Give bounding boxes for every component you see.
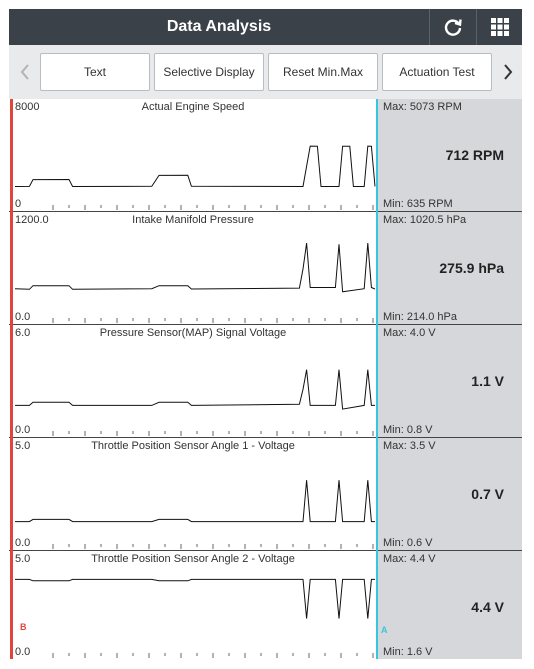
graph-title: Intake Manifold Pressure — [132, 214, 254, 226]
max-value: Max: 3.5 V — [383, 440, 436, 452]
header-bar: Data Analysis — [9, 9, 522, 45]
cursor-b-label: B — [20, 622, 27, 632]
min-value: Min: 0.8 V — [383, 424, 433, 436]
trace-plot — [15, 578, 375, 658]
trace-plot — [15, 480, 375, 549]
plot-area: Throttle Position Sensor Angle 2 - Volta… — [13, 551, 377, 659]
graph-panel-map-voltage[interactable]: Pressure Sensor(MAP) Signal Voltage 6.0 … — [9, 325, 522, 437]
text-button[interactable]: Text — [40, 53, 150, 91]
value-panel: Max: 4.0 V 1.1 V Min: 0.8 V — [377, 325, 522, 437]
graph-panel-tps1-voltage[interactable]: Throttle Position Sensor Angle 1 - Volta… — [9, 438, 522, 550]
refresh-icon — [444, 19, 462, 36]
max-value: Max: 5073 RPM — [383, 101, 462, 113]
chevron-left-icon — [20, 64, 29, 80]
min-value: Min: 635 RPM — [383, 198, 453, 210]
time-axis-ticks — [52, 318, 374, 323]
cursor-b-marker[interactable] — [10, 99, 13, 659]
min-value: Min: 214.0 hPa — [383, 311, 457, 323]
plot-area: Intake Manifold Pressure 1200.0 0.0 — [13, 212, 377, 324]
page-title: Data Analysis — [166, 18, 272, 35]
trace-plot — [15, 369, 375, 436]
graph-list[interactable]: Actual Engine Speed 8000 0 Max: 5073 RPM… — [9, 99, 522, 659]
trace-plot — [14, 243, 376, 323]
y-axis-min: 0.0 — [15, 424, 31, 436]
scroll-left-button[interactable] — [11, 45, 39, 99]
min-value: Min: 1.6 V — [383, 646, 433, 658]
y-axis-min: 0.0 — [15, 537, 31, 549]
graph-title: Actual Engine Speed — [141, 101, 245, 113]
time-axis-ticks — [52, 431, 374, 436]
grid-menu-button[interactable] — [476, 9, 522, 45]
y-axis-max: 5.0 — [15, 440, 31, 452]
max-value: Max: 4.4 V — [383, 553, 436, 565]
app-window: Data Analysis Text Selective Display Res… — [9, 9, 522, 659]
time-axis-ticks — [52, 653, 374, 658]
panel-divider — [9, 324, 522, 325]
plot-area: Pressure Sensor(MAP) Signal Voltage 6.0 … — [13, 325, 377, 437]
max-value: Max: 4.0 V — [383, 327, 436, 339]
y-axis-min: 0 — [15, 198, 22, 210]
graph-panel-manifold-pressure[interactable]: Intake Manifold Pressure 1200.0 0.0 Max:… — [9, 212, 522, 324]
value-panel: Max: 4.4 V 4.4 V Min: 1.6 V — [377, 551, 522, 659]
graph-title: Throttle Position Sensor Angle 2 - Volta… — [91, 553, 295, 565]
reset-min-max-button[interactable]: Reset Min.Max — [268, 53, 378, 91]
refresh-button[interactable] — [429, 9, 475, 45]
plot-area: Actual Engine Speed 8000 0 — [13, 99, 377, 211]
scroll-right-button[interactable] — [494, 45, 522, 99]
graph-panel-tps2-voltage[interactable]: Throttle Position Sensor Angle 2 - Volta… — [9, 551, 522, 659]
panel-divider — [9, 211, 522, 212]
current-value: 4.4 V — [471, 599, 504, 615]
y-axis-max: 1200.0 — [15, 214, 49, 226]
time-axis-ticks — [52, 205, 374, 210]
current-value: 712 RPM — [445, 147, 504, 163]
current-value: 275.9 hPa — [439, 260, 504, 276]
cursor-a-label: A — [381, 625, 388, 635]
trace-plot — [14, 145, 376, 210]
panel-divider — [9, 550, 522, 551]
y-axis-max: 5.0 — [15, 553, 31, 565]
current-value: 1.1 V — [471, 373, 504, 389]
value-panel: Max: 1020.5 hPa 275.9 hPa Min: 214.0 hPa — [377, 212, 522, 324]
trace-line — [14, 243, 376, 293]
actuation-test-button[interactable]: Actuation Test — [382, 53, 492, 91]
y-axis-min: 0.0 — [15, 646, 31, 658]
chevron-right-icon — [504, 64, 513, 80]
y-axis-min: 0.0 — [15, 311, 31, 323]
value-panel: Max: 5073 RPM 712 RPM Min: 635 RPM — [377, 99, 522, 211]
current-value: 0.7 V — [471, 486, 504, 502]
trace-line — [15, 480, 375, 523]
y-axis-max: 8000 — [15, 101, 40, 113]
time-axis-ticks — [52, 544, 374, 549]
toolbar: Text Selective Display Reset Min.Max Act… — [9, 45, 522, 99]
max-value: Max: 1020.5 hPa — [383, 214, 467, 226]
trace-line — [15, 369, 375, 410]
trace-line — [14, 145, 376, 188]
grid-menu-icon — [490, 18, 509, 36]
value-panel: Max: 3.5 V 0.7 V Min: 0.6 V — [377, 438, 522, 550]
trace-line — [15, 578, 375, 619]
graph-title: Pressure Sensor(MAP) Signal Voltage — [99, 327, 287, 339]
y-axis-max: 6.0 — [15, 327, 31, 339]
graph-panel-engine-speed[interactable]: Actual Engine Speed 8000 0 Max: 5073 RPM… — [9, 99, 522, 211]
selective-display-button[interactable]: Selective Display — [154, 53, 264, 91]
min-value: Min: 0.6 V — [383, 537, 433, 549]
panel-divider — [9, 437, 522, 438]
graph-title: Throttle Position Sensor Angle 1 - Volta… — [91, 440, 295, 452]
plot-area: Throttle Position Sensor Angle 1 - Volta… — [13, 438, 377, 550]
cursor-a-marker[interactable] — [376, 99, 378, 659]
